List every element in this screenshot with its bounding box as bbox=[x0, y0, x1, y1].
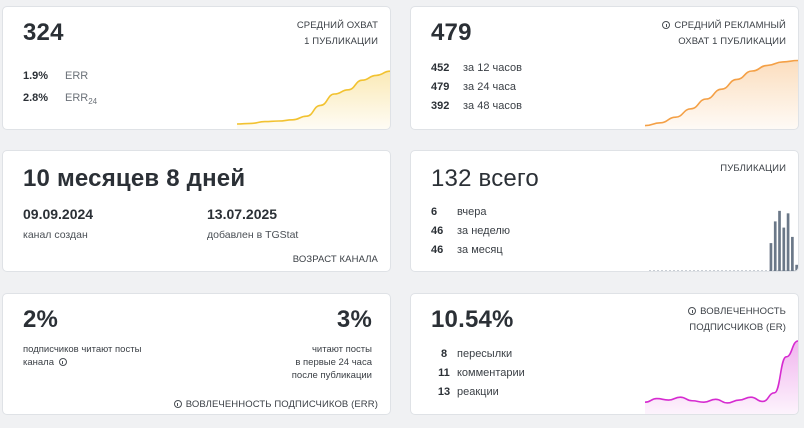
created-date: 09.09.2024 bbox=[23, 206, 94, 222]
ad-reach-trend-line bbox=[645, 59, 798, 127]
publications-value: 132 всего bbox=[431, 165, 539, 192]
er-sparkline bbox=[645, 340, 798, 414]
er-title: ВОВЛЕЧЕННОСТЬ ПОДПИСЧИКОВ (ER) bbox=[688, 306, 786, 333]
publications-title: ПУБЛИКАЦИИ bbox=[720, 163, 786, 174]
publication-bar bbox=[782, 227, 786, 271]
added-label: добавлен в TGStat bbox=[207, 229, 299, 241]
ad-reach-card[interactable]: 479 СРЕДНИЙ РЕКЛАМНЫЙ ОХВАТ 1 ПУБЛИКАЦИИ… bbox=[410, 6, 799, 130]
reach-trend-area bbox=[237, 71, 390, 129]
er-reactions-row: 13 реакции bbox=[437, 386, 499, 398]
err-left-value: 2% bbox=[23, 306, 59, 333]
ad-reach-row-24h: 479 за 24 часа bbox=[431, 81, 516, 93]
publication-bar bbox=[795, 264, 798, 271]
err-row: 1.9% ERR bbox=[23, 70, 89, 82]
publication-bar bbox=[778, 210, 781, 271]
reach-title: СРЕДНИЙ ОХВАТ 1 ПУБЛИКАЦИИ bbox=[296, 20, 378, 47]
er-trend-line bbox=[645, 340, 798, 404]
channel-age-card[interactable]: 10 месяцев 8 дней 09.09.2024 канал созда… bbox=[2, 150, 391, 272]
publication-bar bbox=[791, 236, 794, 271]
ad-reach-sparkline bbox=[645, 59, 798, 129]
err-left-text: подписчиков читают посты канала bbox=[23, 344, 142, 368]
err24-row: 2.8% ERR24 bbox=[23, 92, 98, 107]
publication-bar bbox=[769, 243, 773, 271]
publications-bar-chart bbox=[649, 210, 798, 271]
info-icon[interactable] bbox=[58, 358, 67, 366]
er-forwards-row: 8 пересылки bbox=[440, 348, 513, 360]
publication-bar bbox=[773, 221, 777, 271]
er-trend-area bbox=[645, 341, 798, 414]
er-comments-row: 11 комментарии bbox=[438, 367, 525, 379]
err-right-text: читают посты в первые 24 часа после публ… bbox=[291, 344, 372, 381]
info-icon[interactable] bbox=[662, 21, 671, 29]
channel-age-value: 10 месяцев 8 дней bbox=[23, 165, 246, 192]
ad-reach-trend-area bbox=[645, 60, 798, 129]
info-icon[interactable] bbox=[688, 307, 697, 315]
posts-week-row: 46 за неделю bbox=[431, 225, 511, 237]
channel-age-title: ВОЗРАСТ КАНАЛА bbox=[292, 254, 378, 265]
ad-reach-row-12h: 452 за 12 часов bbox=[431, 62, 522, 74]
info-icon[interactable] bbox=[173, 400, 182, 408]
added-date: 13.07.2025 bbox=[207, 206, 278, 222]
ad-reach-value: 479 bbox=[431, 19, 472, 46]
posts-month-row: 46 за месяц bbox=[431, 244, 503, 256]
reach-trend-line bbox=[237, 70, 390, 125]
er-value: 10.54% bbox=[431, 306, 514, 333]
err-title: ВОВЛЕЧЕННОСТЬ ПОДПИСЧИКОВ (ERR) bbox=[173, 397, 378, 413]
err-right-value: 3% bbox=[336, 306, 372, 333]
publications-card[interactable]: 132 всего ПУБЛИКАЦИИ 6 вчера 46 за неделю … bbox=[410, 150, 799, 272]
posts-yesterday-row: 6 вчера bbox=[431, 206, 487, 218]
reach-sparkline bbox=[237, 70, 390, 129]
reach-value: 324 bbox=[23, 19, 64, 46]
created-label: канал создан bbox=[23, 229, 88, 241]
ad-reach-row-48h: 392 за 48 часов bbox=[431, 100, 522, 112]
ad-reach-title: СРЕДНИЙ РЕКЛАМНЫЙ ОХВАТ 1 ПУБЛИКАЦИИ bbox=[662, 18, 786, 50]
reach-card[interactable]: 324 СРЕДНИЙ ОХВАТ 1 ПУБЛИКАЦИИ 1.9% ERR 2… bbox=[2, 6, 391, 130]
err-card[interactable]: 2% подписчиков читают посты канала 3% чи… bbox=[2, 293, 391, 415]
publication-bar bbox=[786, 213, 790, 271]
